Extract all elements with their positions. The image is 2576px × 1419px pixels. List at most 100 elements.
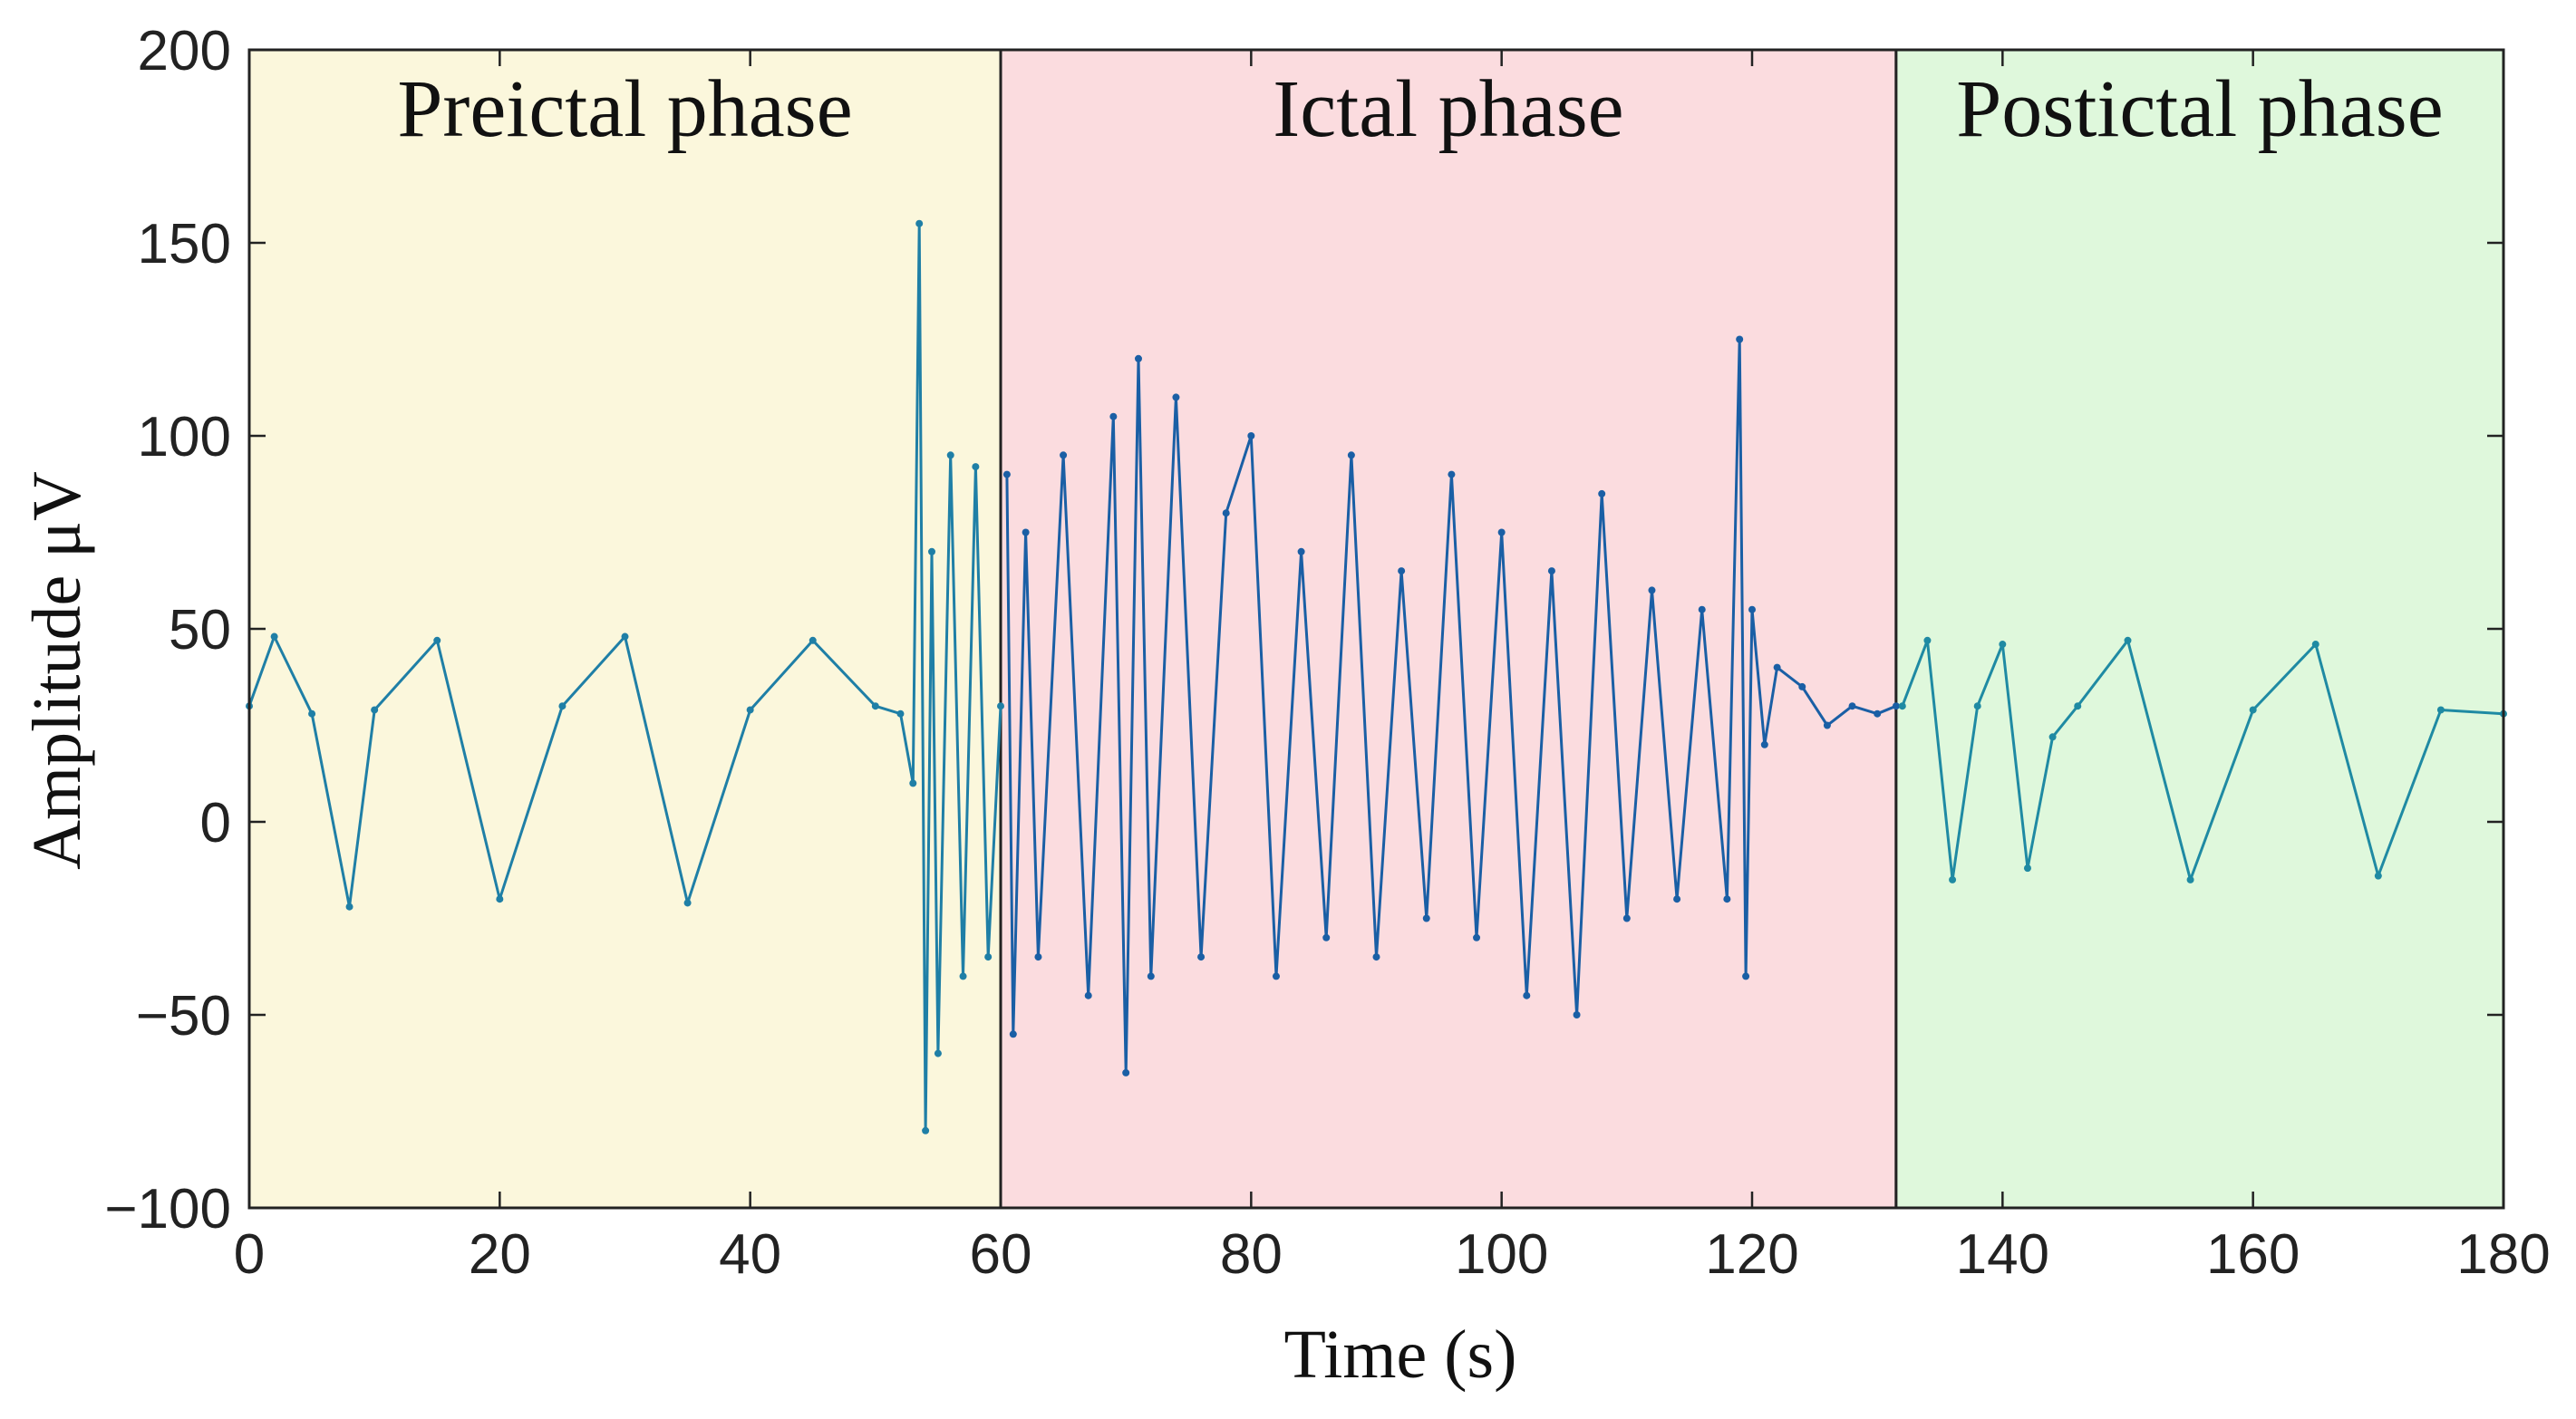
data-point-2-4	[1999, 641, 2007, 649]
y-tick-label-1: −50	[136, 985, 231, 1047]
phase-regions	[247, 48, 2505, 1210]
data-point-1-35	[1748, 605, 1756, 613]
data-point-1-34	[1742, 972, 1750, 980]
data-point-0-10	[746, 706, 754, 714]
phase-labels: Preictal phase Ictal phase Postictal phase	[397, 64, 2443, 154]
data-point-1-8	[1134, 354, 1142, 362]
data-point-1-24	[1523, 991, 1531, 999]
data-point-0-4	[371, 706, 379, 714]
data-point-0-3	[345, 903, 353, 911]
data-point-1-25	[1547, 567, 1555, 575]
data-point-1-21	[1448, 470, 1456, 478]
data-point-1-40	[1848, 702, 1856, 710]
data-point-1-10	[1172, 393, 1180, 401]
data-point-0-5	[433, 636, 441, 644]
data-point-2-9	[2186, 875, 2194, 883]
series-line-0	[247, 222, 1002, 1133]
data-point-0-9	[683, 899, 692, 907]
x-tick-label-7: 140	[1956, 1223, 2049, 1286]
data-point-0-7	[558, 702, 567, 710]
x-tick-label-6: 120	[1705, 1223, 1798, 1286]
data-point-0-21	[972, 463, 980, 471]
data-point-0-11	[809, 636, 817, 644]
data-point-1-23	[1497, 528, 1506, 536]
data-point-0-1	[270, 632, 278, 641]
data-point-0-13	[896, 710, 905, 718]
data-point-1-11	[1197, 953, 1206, 961]
data-point-1-36	[1760, 740, 1768, 748]
x-tick-label-2: 40	[719, 1223, 781, 1286]
data-point-2-10	[2249, 706, 2257, 714]
data-point-1-33	[1736, 335, 1744, 343]
data-point-1-31	[1698, 605, 1706, 613]
data-point-1-32	[1723, 895, 1731, 903]
data-point-0-12	[871, 702, 879, 710]
data-point-0-14	[909, 779, 917, 787]
data-point-1-17	[1347, 451, 1355, 459]
axis-ticks: 0 20 40 60 80 100 120 140 160 180 −100 −50 0 50 100 150…	[104, 20, 2550, 1286]
data-point-0-19	[946, 451, 954, 459]
data-point-1-7	[1122, 1068, 1130, 1076]
data-point-2-1	[1923, 636, 1932, 644]
data-point-2-6	[2048, 733, 2057, 741]
series-0	[246, 219, 1004, 1134]
data-point-1-16	[1322, 933, 1331, 941]
data-point-0-20	[959, 972, 967, 980]
y-axis-title: Amplitude μV	[19, 471, 95, 870]
x-axis-title: Time (s)	[1284, 1317, 1517, 1393]
data-point-1-20	[1422, 914, 1430, 922]
data-point-1-15	[1297, 547, 1305, 555]
data-point-2-13	[2436, 706, 2445, 714]
x-tick-label-9: 180	[2456, 1223, 2550, 1286]
data-point-2-0	[1898, 702, 1906, 710]
data-point-1-4	[1060, 451, 1068, 459]
x-tick-label-1: 20	[469, 1223, 531, 1286]
data-point-1-13	[1247, 432, 1255, 439]
data-point-1-2	[1022, 528, 1030, 536]
data-point-0-23	[997, 702, 1004, 710]
phase-label-0: Preictal phase	[397, 64, 852, 154]
data-point-0-8	[621, 632, 629, 641]
y-tick-label-3: 50	[169, 599, 231, 661]
data-point-1-18	[1372, 953, 1380, 961]
y-tick-label-4: 100	[138, 406, 231, 468]
data-point-1-37	[1773, 663, 1781, 671]
phase-label-2: Postictal phase	[1956, 64, 2443, 154]
data-point-1-29	[1648, 586, 1656, 594]
data-point-0-6	[496, 895, 504, 903]
data-point-2-2	[1949, 875, 1957, 883]
data-point-2-12	[2374, 872, 2382, 880]
data-point-1-0	[1002, 470, 1011, 478]
data-point-1-14	[1272, 972, 1280, 980]
data-point-1-38	[1798, 682, 1806, 690]
data-point-2-11	[2311, 641, 2319, 649]
x-tick-label-0: 0	[234, 1223, 265, 1286]
data-point-0-18	[934, 1049, 942, 1057]
data-point-2-5	[2023, 864, 2031, 873]
data-point-1-5	[1084, 991, 1092, 999]
y-tick-label-2: 0	[200, 792, 231, 854]
data-point-1-22	[1473, 933, 1481, 941]
series-2	[1898, 636, 2507, 883]
phase-region-1	[999, 48, 1898, 1210]
data-point-1-39	[1823, 721, 1831, 729]
data-point-1-12	[1222, 509, 1230, 517]
data-point-2-3	[1973, 702, 1981, 710]
x-tick-label-5: 100	[1455, 1223, 1548, 1286]
signal-traces	[246, 219, 2507, 1134]
phase-region-2	[1894, 48, 2505, 1210]
x-tick-label-3: 60	[970, 1223, 1032, 1286]
data-point-1-28	[1622, 914, 1631, 922]
data-point-1-19	[1398, 567, 1406, 575]
y-tick-label-6: 200	[138, 20, 231, 82]
data-point-1-1	[1009, 1030, 1017, 1038]
data-point-1-26	[1573, 1011, 1581, 1018]
data-point-0-15	[915, 219, 924, 227]
data-point-0-17	[928, 547, 936, 555]
data-point-1-41	[1874, 710, 1882, 718]
data-point-0-16	[922, 1126, 930, 1134]
data-point-1-9	[1147, 972, 1155, 980]
data-point-2-8	[2124, 636, 2132, 644]
y-tick-label-0: −100	[104, 1178, 231, 1240]
phase-label-1: Ictal phase	[1273, 64, 1623, 154]
